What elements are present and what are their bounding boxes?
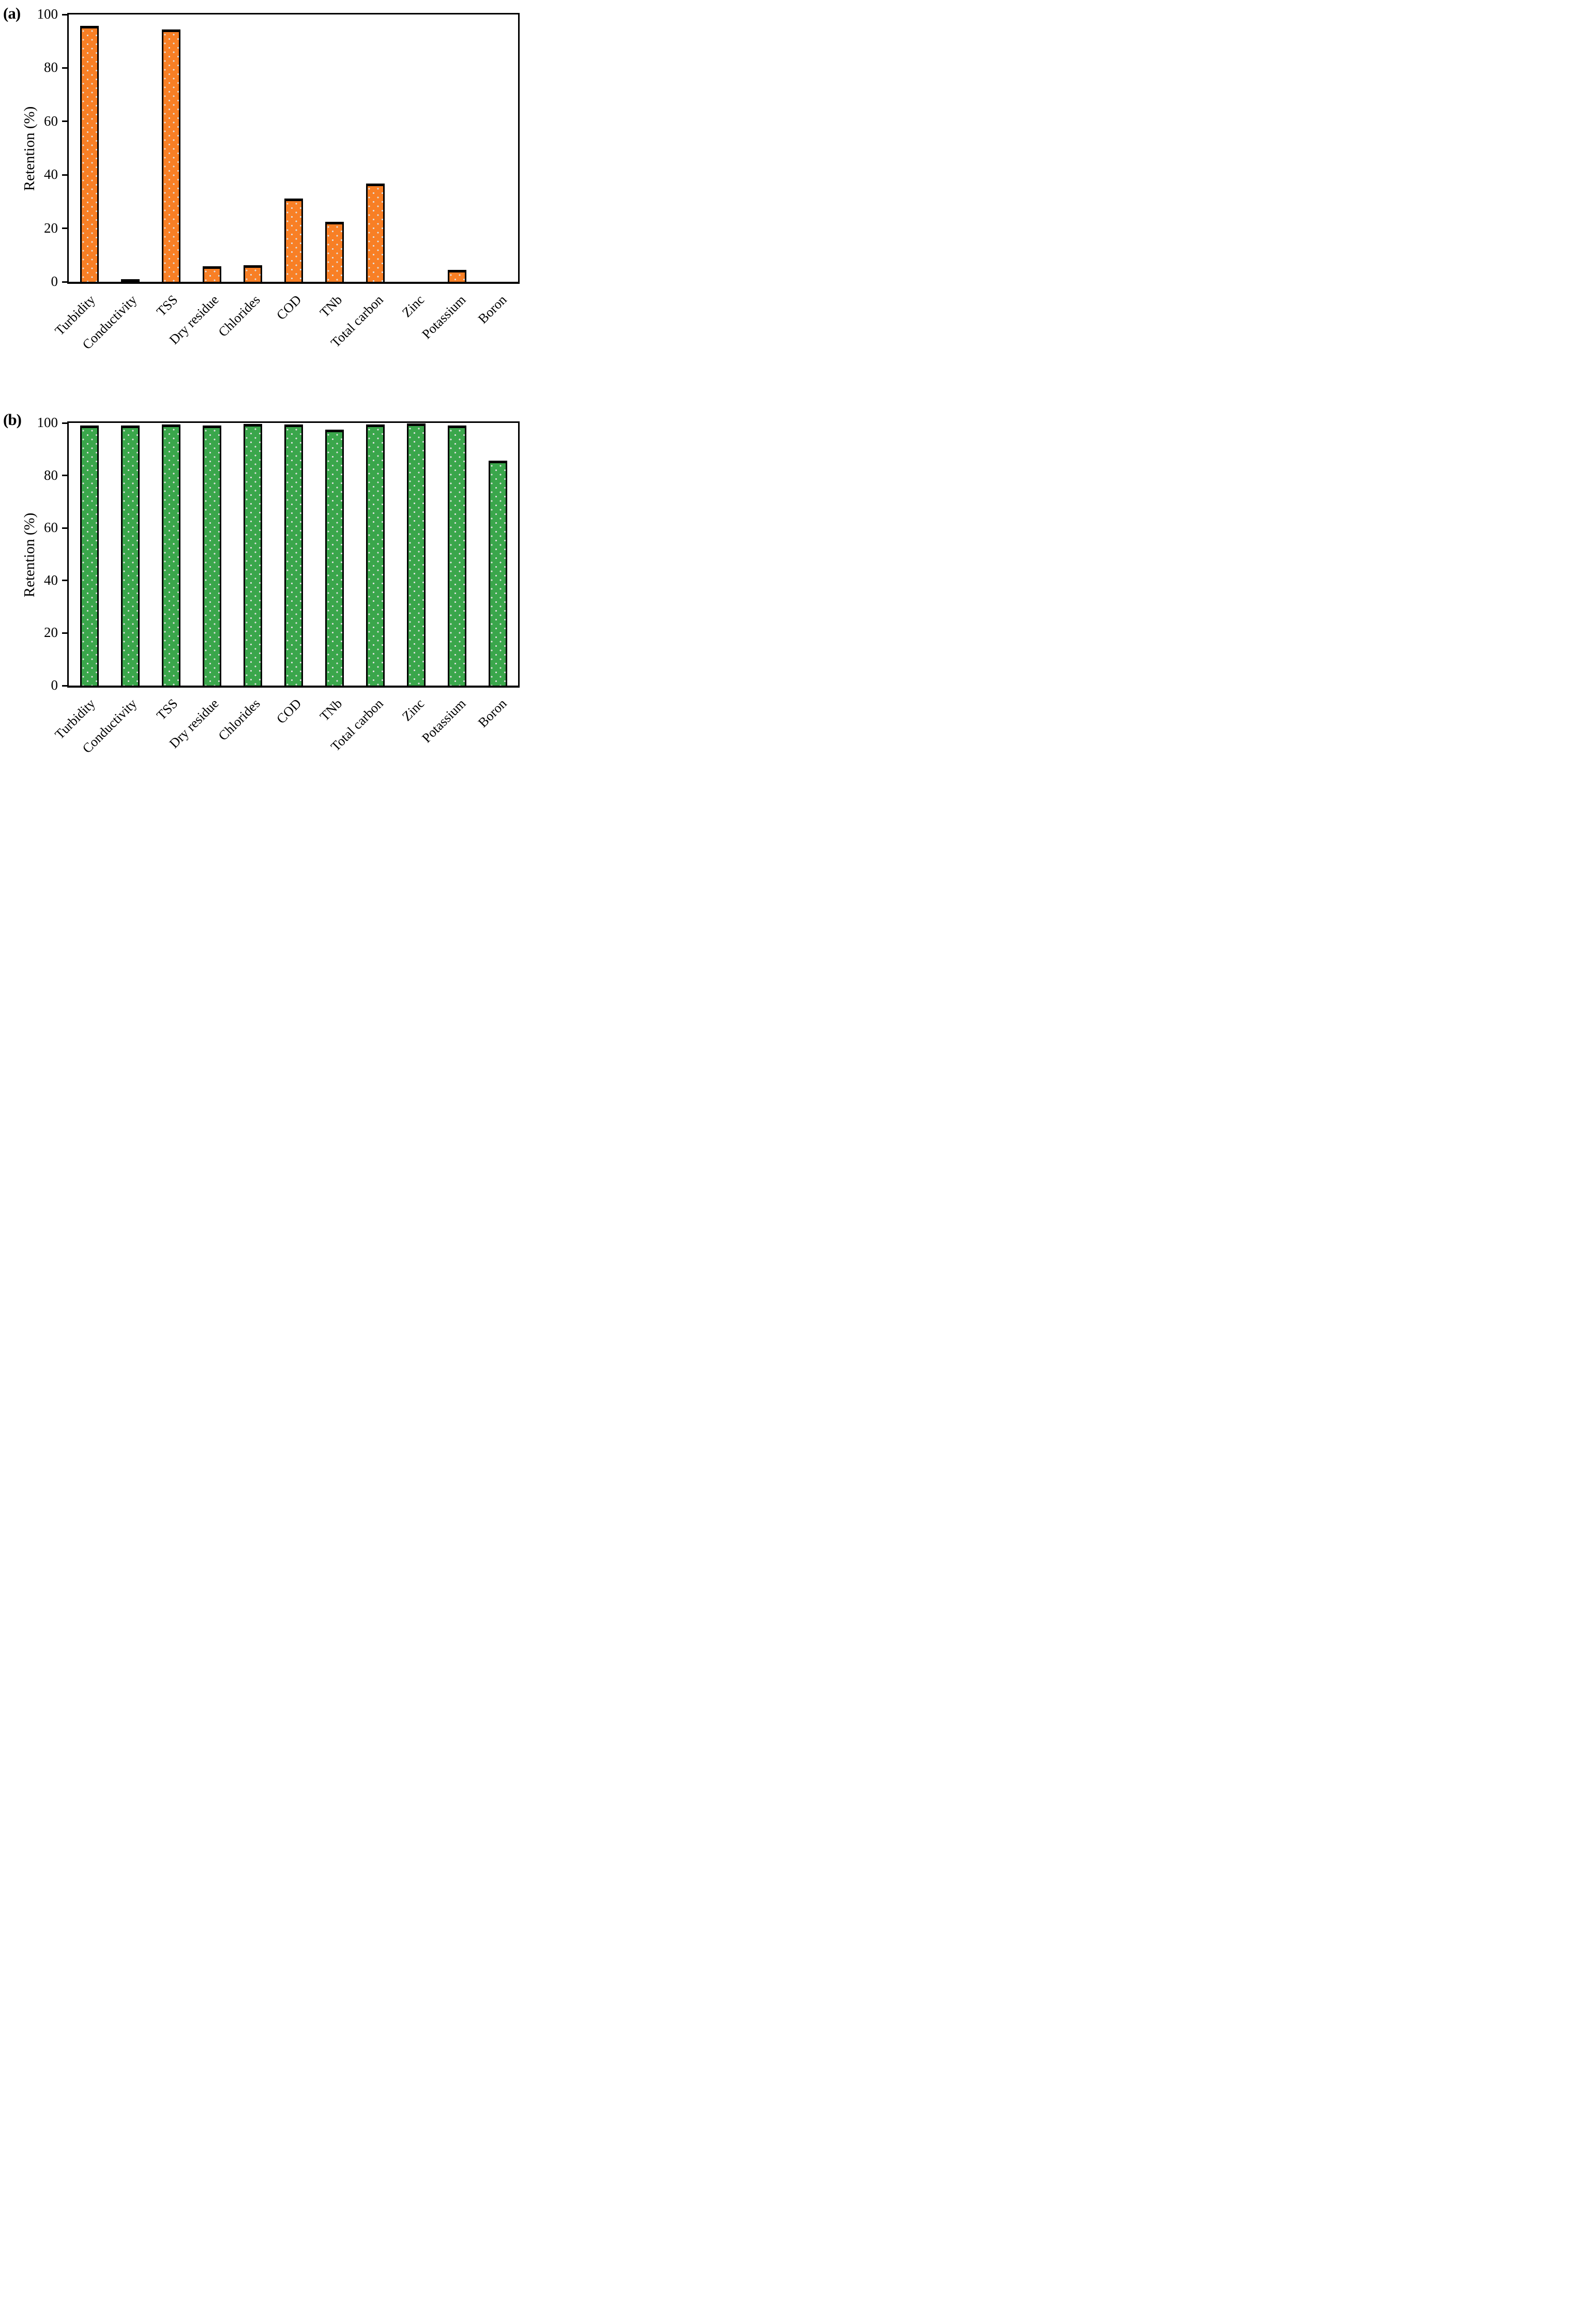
bar-slot-cod bbox=[273, 423, 314, 686]
y-tick-mark-20 bbox=[62, 632, 67, 634]
bar-slot-dry-residue bbox=[191, 14, 232, 282]
bar-slot-turbidity bbox=[69, 14, 110, 282]
bar-slot-tss bbox=[150, 14, 191, 282]
bar-slot-conductivity bbox=[110, 423, 150, 686]
bar-turbidity bbox=[80, 26, 99, 282]
x-axis-labels-a: Turbidity Conductivity TSS Dry residue Chlor… bbox=[52, 286, 520, 387]
y-tick-mark-100 bbox=[62, 422, 67, 424]
bar-slot-zinc bbox=[396, 14, 436, 282]
bar-slot-dry-residue bbox=[191, 423, 232, 686]
bar-dry-residue bbox=[202, 425, 221, 686]
y-tick-mark-0 bbox=[62, 685, 67, 687]
panel-a-label: (a) bbox=[3, 4, 21, 22]
plot-area-b: 100 80 60 40 20 0 bbox=[37, 415, 520, 693]
bar-slot-chlorides bbox=[232, 14, 273, 282]
x-tick-label-chlorides: Chlorides bbox=[215, 292, 263, 340]
bar-potassium bbox=[447, 425, 466, 686]
y-tick-label-0: 0 bbox=[51, 677, 58, 693]
bar-chlorides bbox=[243, 424, 262, 686]
x-tick-label-tss: TSS bbox=[154, 696, 181, 723]
bar-tss bbox=[161, 29, 180, 282]
y-tick-label-40: 40 bbox=[44, 166, 58, 183]
bar-chlorides bbox=[243, 265, 262, 282]
y-tick-label-40: 40 bbox=[44, 572, 58, 588]
bar-slot-conductivity bbox=[110, 14, 150, 282]
y-tick-label-80: 80 bbox=[44, 467, 58, 483]
bar-slot-potassium bbox=[436, 423, 477, 686]
bar-tnb bbox=[325, 429, 344, 686]
x-tick-label-tnb: TNb bbox=[317, 696, 345, 724]
plot-area-a: 100 80 60 40 20 0 bbox=[37, 6, 520, 289]
bar-tnb bbox=[325, 222, 344, 282]
bar-turbidity bbox=[80, 426, 99, 686]
bar-zinc bbox=[406, 423, 426, 686]
y-tick-label-80: 80 bbox=[44, 59, 58, 75]
bar-slot-boron bbox=[477, 423, 518, 686]
bar-slot-zinc bbox=[396, 423, 436, 686]
y-tick-mark-100 bbox=[62, 13, 67, 16]
bar-slot-turbidity bbox=[69, 423, 110, 686]
bar-slot-potassium bbox=[436, 14, 477, 282]
bar-slot-tnb bbox=[314, 14, 355, 282]
x-tick-label-cod: COD bbox=[273, 292, 305, 323]
y-tick-mark-80 bbox=[62, 67, 67, 69]
x-tick-label-cod: COD bbox=[273, 696, 305, 727]
y-tick-mark-80 bbox=[62, 475, 67, 477]
bars-b bbox=[69, 423, 518, 686]
y-tick-label-100: 100 bbox=[37, 6, 58, 22]
bar-total-carbon bbox=[366, 424, 385, 686]
y-tick-label-60: 60 bbox=[44, 113, 58, 129]
bars-a bbox=[69, 14, 518, 282]
x-tick-label-potassium: Potassium bbox=[419, 696, 469, 746]
y-tick-mark-40 bbox=[62, 174, 67, 176]
bar-slot-tnb bbox=[314, 423, 355, 686]
x-tick-label-tss: TSS bbox=[154, 292, 181, 320]
y-tick-label-100: 100 bbox=[37, 414, 58, 430]
bar-slot-total-carbon bbox=[355, 423, 396, 686]
y-tick-mark-60 bbox=[62, 120, 67, 123]
y-tick-label-60: 60 bbox=[44, 520, 58, 536]
panel-b: (b) Retention (%) 100 80 60 40 20 0 Turbidity… bbox=[0, 387, 526, 774]
bar-total-carbon bbox=[366, 183, 385, 282]
bar-slot-cod bbox=[273, 14, 314, 282]
bar-tss bbox=[161, 424, 180, 686]
x-tick-label-potassium: Potassium bbox=[419, 292, 469, 342]
x-tick-label-boron: Boron bbox=[475, 696, 510, 731]
x-axis-labels-b: Turbidity Conductivity TSS Dry residue Chlor… bbox=[52, 690, 520, 774]
bar-slot-total-carbon bbox=[355, 14, 396, 282]
bar-slot-boron bbox=[477, 14, 518, 282]
bar-slot-chlorides bbox=[232, 423, 273, 686]
bar-cod bbox=[284, 424, 303, 686]
y-tick-mark-40 bbox=[62, 580, 67, 582]
x-tick-label-zinc: Zinc bbox=[399, 292, 428, 321]
bar-dry-residue bbox=[202, 266, 221, 282]
panel-b-label: (b) bbox=[3, 411, 22, 429]
bar-conductivity bbox=[120, 279, 140, 282]
bar-potassium bbox=[447, 270, 466, 282]
panel-a: (a) Retention (%) 100 80 60 40 20 0 Turbidity… bbox=[0, 0, 526, 387]
bar-slot-tss bbox=[150, 423, 191, 686]
x-tick-label-tnb: TNb bbox=[317, 292, 345, 321]
bar-boron bbox=[488, 461, 507, 686]
y-tick-mark-20 bbox=[62, 227, 67, 230]
x-tick-label-zinc: Zinc bbox=[399, 696, 428, 724]
figure: (a) Retention (%) 100 80 60 40 20 0 Turbidity… bbox=[0, 0, 526, 774]
y-tick-mark-0 bbox=[62, 281, 67, 283]
bar-conductivity bbox=[120, 426, 140, 686]
y-tick-label-20: 20 bbox=[44, 220, 58, 236]
x-tick-label-chlorides: Chlorides bbox=[215, 696, 263, 744]
y-tick-mark-60 bbox=[62, 527, 67, 529]
y-tick-label-0: 0 bbox=[51, 273, 58, 289]
x-tick-label-boron: Boron bbox=[475, 292, 510, 327]
bar-cod bbox=[284, 198, 303, 282]
y-tick-label-20: 20 bbox=[44, 625, 58, 641]
